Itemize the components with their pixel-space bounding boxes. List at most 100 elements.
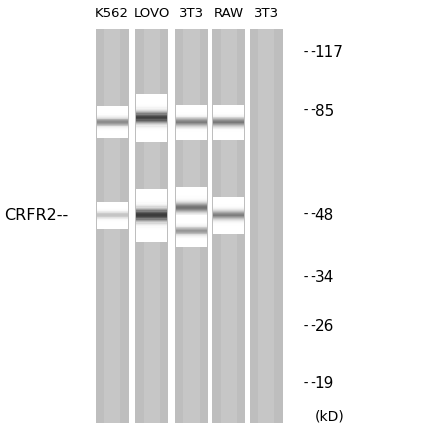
Bar	[176, 208, 207, 209]
Bar	[136, 232, 168, 234]
Bar	[176, 191, 207, 192]
Bar	[176, 222, 207, 223]
Bar	[213, 134, 245, 135]
Bar	[213, 198, 245, 199]
Text: K562: K562	[95, 7, 129, 20]
Bar	[258, 29, 275, 423]
Bar	[96, 131, 128, 133]
Bar	[136, 203, 168, 205]
Bar	[96, 129, 128, 131]
Bar	[96, 137, 128, 138]
Bar	[96, 206, 128, 207]
Bar	[96, 227, 128, 228]
Bar	[136, 137, 168, 138]
Bar	[136, 95, 168, 97]
Text: --: --	[301, 46, 318, 60]
Bar	[96, 111, 128, 112]
Bar	[176, 105, 207, 106]
Bar	[136, 193, 168, 194]
Bar	[136, 189, 168, 191]
Bar	[213, 214, 245, 216]
Bar	[136, 130, 168, 131]
Bar	[176, 108, 207, 109]
Bar	[136, 230, 168, 232]
Bar	[176, 223, 207, 224]
Bar	[96, 208, 128, 209]
Bar	[96, 208, 128, 209]
Bar	[176, 199, 207, 201]
Bar	[96, 225, 128, 226]
Bar	[213, 138, 245, 139]
Bar	[96, 121, 128, 123]
Bar	[136, 213, 168, 214]
Bar	[213, 212, 245, 213]
Bar	[176, 207, 207, 208]
Bar	[250, 29, 283, 423]
Bar	[176, 111, 207, 112]
Bar	[213, 204, 245, 206]
Bar	[176, 228, 207, 230]
Bar	[136, 198, 168, 200]
Text: --: --	[301, 320, 318, 333]
Bar	[213, 224, 245, 225]
Bar	[213, 136, 245, 137]
Bar	[176, 136, 207, 137]
Bar	[176, 120, 207, 121]
Bar	[176, 113, 207, 115]
Text: --: --	[301, 377, 318, 391]
Bar	[136, 223, 168, 225]
Bar	[213, 205, 245, 206]
Bar	[213, 108, 245, 110]
Text: RAW: RAW	[214, 7, 244, 20]
Bar	[213, 138, 245, 140]
Bar	[176, 235, 207, 236]
Bar	[213, 129, 245, 130]
Bar	[176, 123, 207, 124]
Bar	[104, 29, 121, 423]
Bar	[136, 126, 168, 128]
Bar	[176, 192, 207, 193]
Bar	[136, 133, 168, 135]
Bar	[176, 224, 207, 226]
Bar	[176, 118, 207, 119]
Bar	[136, 128, 168, 130]
Bar	[136, 210, 168, 212]
Bar	[176, 221, 207, 223]
Bar	[136, 195, 168, 197]
Bar	[176, 225, 207, 227]
Bar	[96, 204, 128, 206]
Bar	[136, 125, 168, 127]
Bar	[96, 113, 128, 115]
Bar	[96, 108, 128, 110]
Bar	[213, 121, 245, 123]
Bar	[136, 224, 168, 226]
Bar	[213, 224, 245, 226]
Bar	[176, 187, 207, 189]
Bar	[213, 137, 245, 138]
Bar	[96, 214, 128, 215]
Bar	[176, 228, 207, 229]
Bar	[96, 206, 128, 207]
Bar	[96, 110, 128, 112]
Bar	[213, 220, 245, 222]
Bar	[136, 220, 168, 222]
Bar	[96, 120, 128, 121]
Bar	[176, 224, 207, 226]
Bar	[176, 220, 207, 222]
Bar	[176, 235, 207, 237]
Text: 117: 117	[315, 45, 344, 60]
Text: --: --	[301, 104, 318, 118]
Bar	[136, 235, 168, 237]
Bar	[176, 219, 207, 221]
Bar	[136, 101, 168, 103]
Bar	[136, 136, 168, 137]
Bar	[96, 125, 128, 127]
Bar	[213, 105, 245, 106]
Bar	[176, 138, 207, 139]
Bar	[96, 132, 128, 134]
Bar	[136, 107, 168, 108]
Bar	[213, 118, 245, 119]
Bar	[136, 118, 168, 120]
Bar	[96, 216, 128, 217]
Bar	[136, 99, 168, 101]
